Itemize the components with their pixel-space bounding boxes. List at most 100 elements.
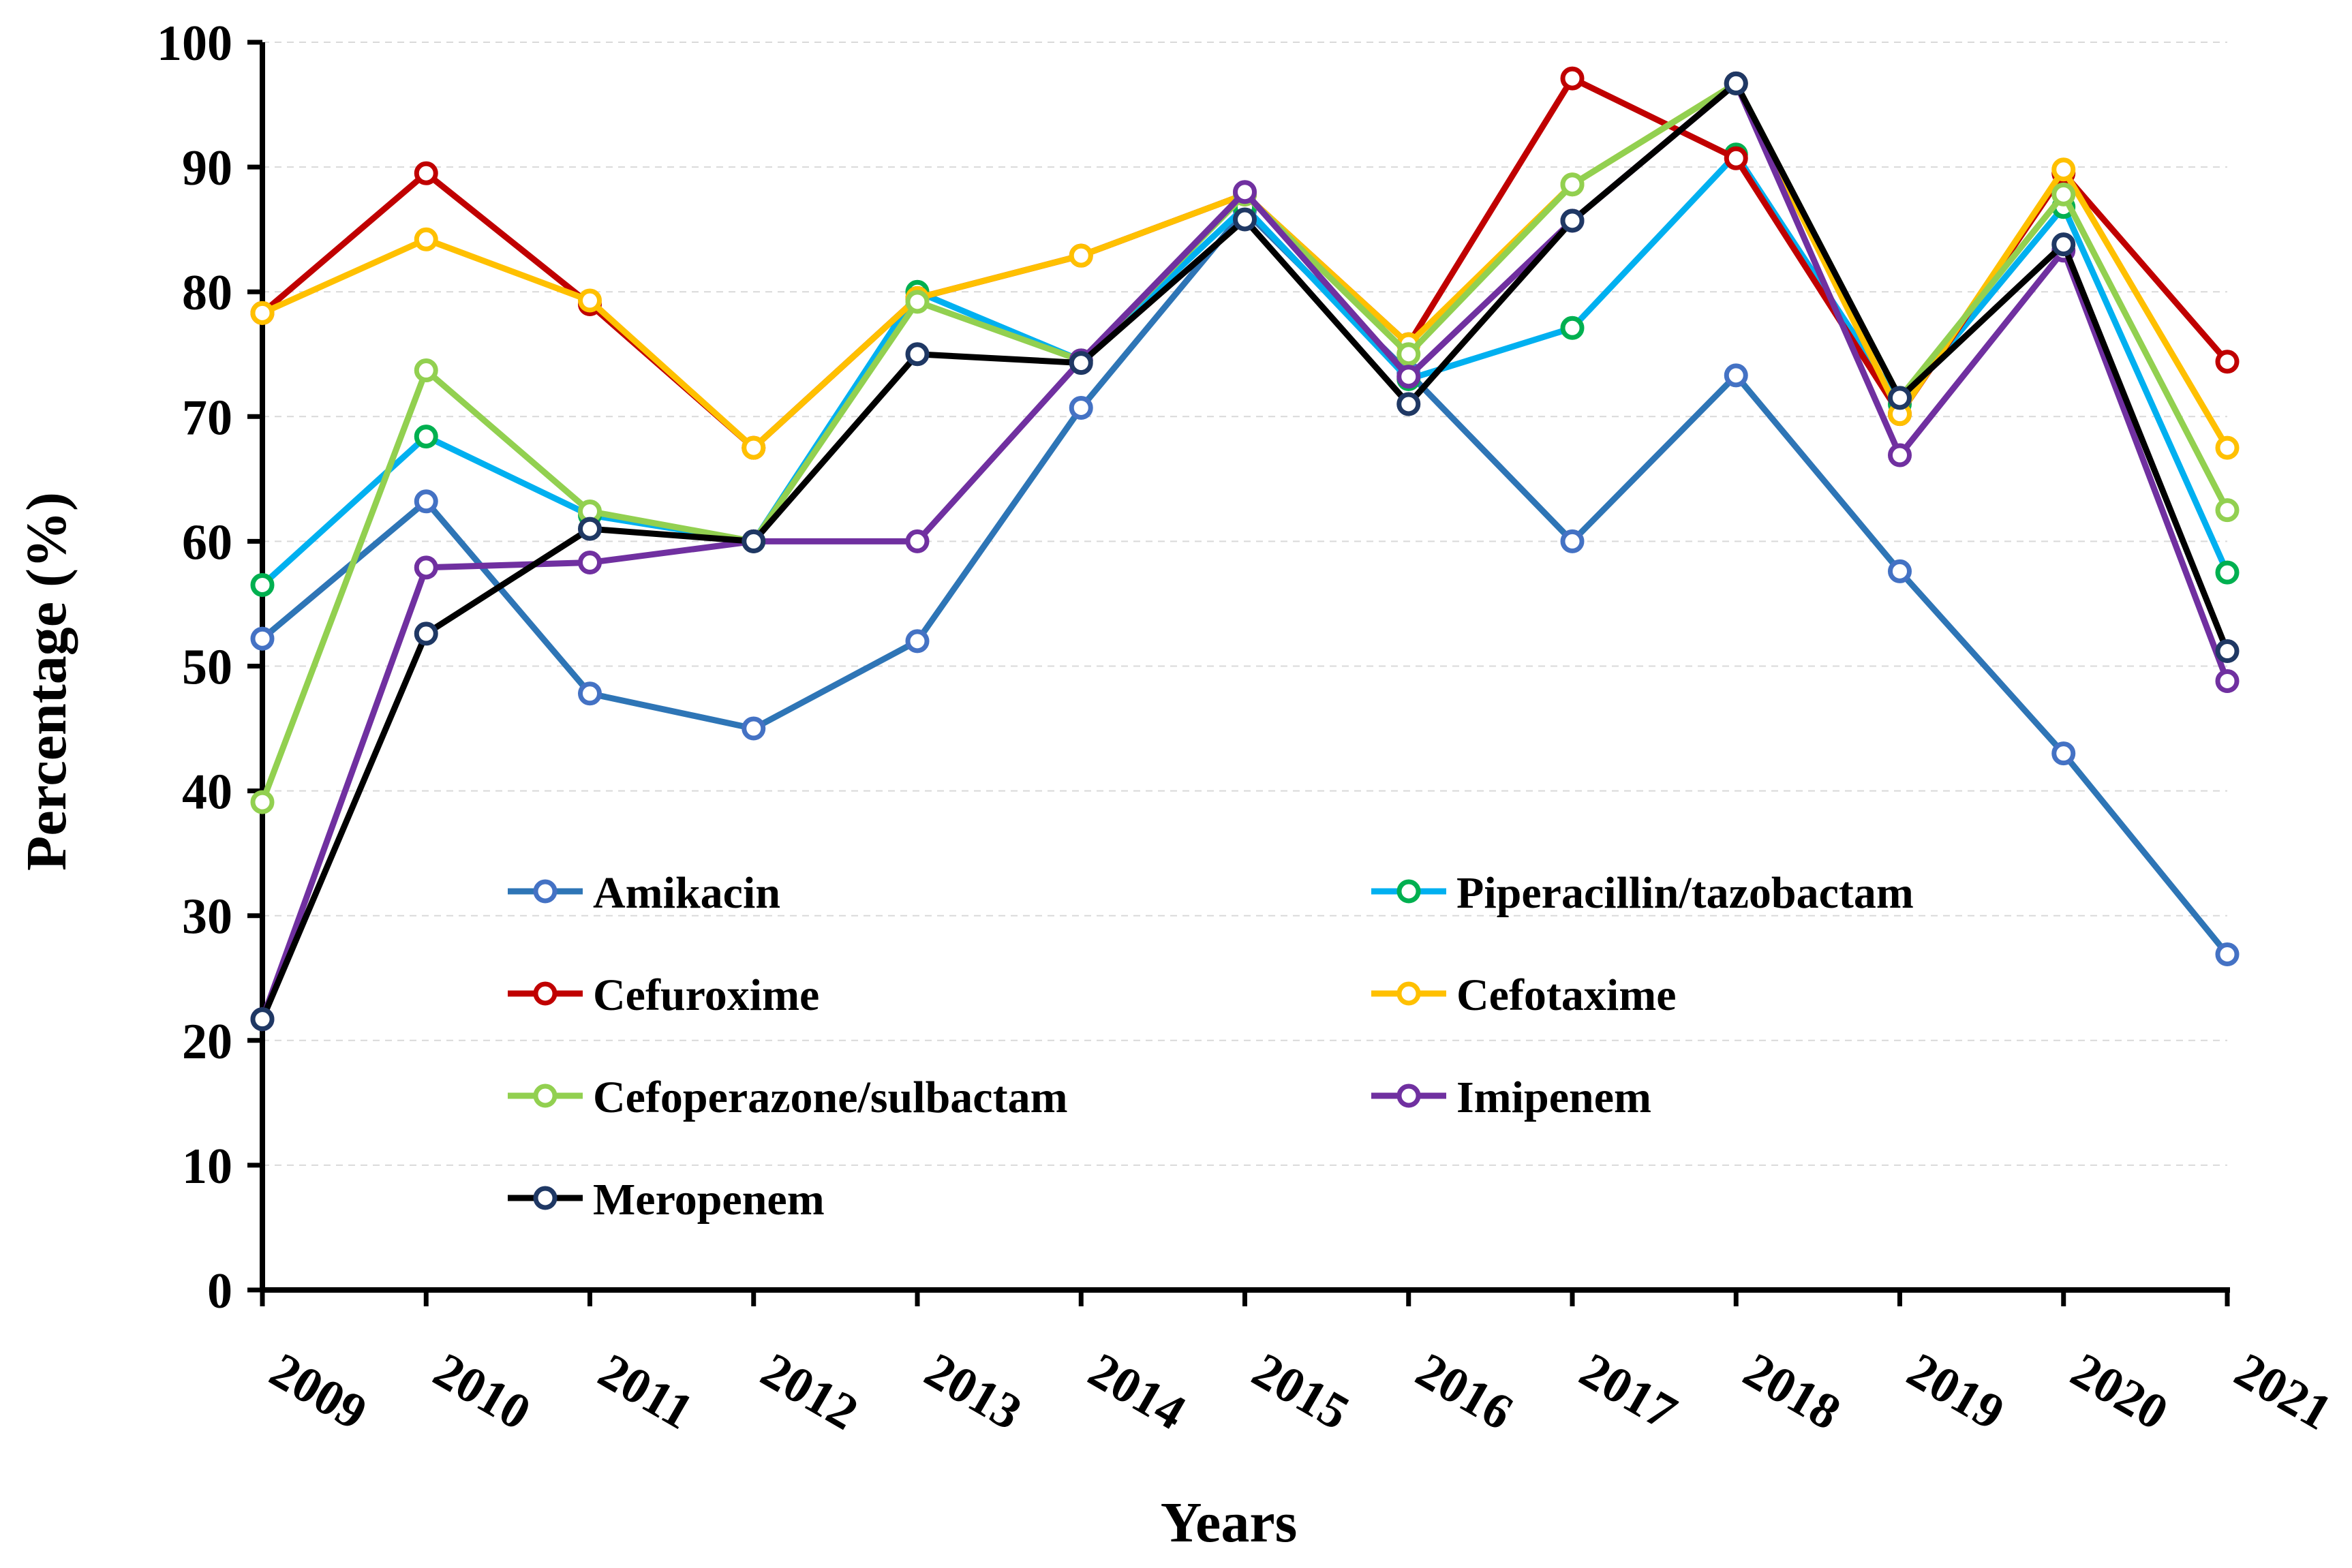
legend-label-amikacin: Amikacin: [593, 868, 780, 918]
data-point-cefuroxime: [2215, 350, 2240, 374]
y-tick-label: 80: [182, 265, 232, 321]
data-point-cefuroxime: [1560, 66, 1585, 91]
data-point-meropenem: [2051, 232, 2076, 257]
data-point-amikacin: [414, 489, 438, 514]
data-point-cefoperazone-sulbactam: [2215, 498, 2240, 523]
data-point-amikacin: [742, 716, 766, 741]
x-tick-labels: 2009 2010 2011 2012 2013 2014 2015 2016 2017 2018…: [260, 1342, 2340, 1441]
data-point-cefotaxime: [250, 301, 275, 325]
legend-label-cefotaxime: Cefotaxime: [1456, 970, 1677, 1020]
legend-label-meropenem: Meropenem: [593, 1175, 825, 1225]
data-point-imipenem: [1233, 180, 1257, 204]
legend-swatch-marker-cefoperazone-sulbactam: [533, 1083, 558, 1108]
data-point-cefotaxime: [578, 288, 602, 313]
y-tick-label: 20: [182, 1014, 232, 1070]
series-line-cefuroxime: [259, 75, 2231, 451]
data-point-piperacillin-tazobactam: [2215, 560, 2240, 585]
data-point-amikacin: [1069, 395, 1093, 420]
data-point-amikacin: [250, 626, 275, 651]
data-point-meropenem: [1888, 386, 1912, 410]
legend-swatch-marker-meropenem: [533, 1186, 558, 1210]
legend-label-cefuroxime: Cefuroxime: [593, 970, 819, 1020]
series-line-cefotaxime: [259, 80, 2231, 451]
legend: Amikacin Piperacillin/tazobactam Cefuroxim…: [508, 868, 1914, 1225]
x-tick-label: 2017: [1570, 1342, 1685, 1441]
data-point-meropenem: [1396, 392, 1421, 416]
legend-swatch-marker-piperacillin-tazobactam: [1396, 879, 1421, 904]
data-point-meropenem: [1069, 351, 1093, 375]
data-point-cefoperazone-sulbactam: [1396, 342, 1421, 367]
data-point-meropenem: [578, 517, 602, 541]
y-tick-labels: 0 10 20 30 40 50 60 70 80 90 100: [157, 16, 232, 1319]
data-point-meropenem: [414, 621, 438, 646]
x-tick-label: 2019: [1898, 1342, 2013, 1441]
y-axis-title: Percentage (%): [15, 492, 78, 871]
y-tick-label: 100: [157, 16, 232, 72]
data-point-cefoperazone-sulbactam: [250, 790, 275, 814]
x-tick-label: 2018: [1735, 1342, 1850, 1441]
data-point-cefoperazone-sulbactam: [414, 358, 438, 383]
data-point-cefuroxime: [1724, 146, 1748, 170]
legend-swatch-marker-imipenem: [1396, 1083, 1421, 1108]
data-point-piperacillin-tazobactam: [1560, 316, 1585, 340]
x-tick-label: 2009: [260, 1342, 376, 1441]
y-tick-label: 10: [182, 1139, 232, 1195]
data-point-cefotaxime: [2051, 157, 2076, 182]
data-point-cefoperazone-sulbactam: [2051, 182, 2076, 206]
y-tick-label: 90: [182, 140, 232, 196]
data-point-cefotaxime: [1069, 243, 1093, 268]
data-point-imipenem: [905, 529, 930, 553]
data-point-imipenem: [1888, 443, 1912, 467]
legend-label-piperacillin-tazobactam: Piperacillin/tazobactam: [1456, 868, 1914, 918]
data-point-imipenem: [1396, 365, 1421, 389]
legend-swatch-marker-amikacin: [533, 879, 558, 904]
data-point-imipenem: [578, 551, 602, 575]
x-axis-title: Years: [1161, 1491, 1298, 1554]
data-point-meropenem: [1724, 71, 1748, 95]
x-tick-label: 2020: [2062, 1342, 2177, 1441]
legend-label-imipenem: Imipenem: [1456, 1073, 1651, 1122]
axes: [247, 40, 2230, 1306]
data-point-meropenem: [742, 529, 766, 553]
data-point-meropenem: [1233, 207, 1257, 232]
data-point-meropenem: [1560, 209, 1585, 233]
data-point-meropenem: [2215, 639, 2240, 664]
data-point-amikacin: [905, 629, 930, 654]
legend-label-cefoperazone-sulbactam: Cefoperazone/sulbactam: [593, 1073, 1068, 1122]
data-point-imipenem: [2215, 668, 2240, 693]
legend-swatch-marker-cefuroxime: [533, 981, 558, 1006]
data-point-meropenem: [905, 342, 930, 367]
x-tick-label: 2013: [915, 1342, 1030, 1441]
data-point-cefotaxime: [742, 435, 766, 460]
x-tick-label: 2016: [1407, 1342, 1522, 1441]
data-point-amikacin: [2051, 741, 2076, 766]
y-tick-label: 60: [182, 514, 232, 570]
data-point-imipenem: [414, 555, 438, 580]
x-tick-label: 2010: [425, 1342, 540, 1441]
data-point-cefoperazone-sulbactam: [905, 290, 930, 314]
data-point-piperacillin-tazobactam: [250, 572, 275, 597]
legend-swatch-marker-cefotaxime: [1396, 981, 1421, 1006]
y-tick-label: 70: [182, 390, 232, 446]
data-point-cefoperazone-sulbactam: [1560, 172, 1585, 197]
data-point-cefotaxime: [414, 227, 438, 251]
data-point-piperacillin-tazobactam: [414, 425, 438, 449]
data-point-amikacin: [1560, 529, 1585, 553]
y-tick-label: 30: [182, 889, 232, 945]
data-point-amikacin: [1724, 363, 1748, 388]
y-tick-label: 0: [207, 1263, 232, 1319]
series-line-amikacin: [259, 207, 2231, 957]
y-tick-label: 40: [182, 765, 232, 820]
data-point-amikacin: [2215, 942, 2240, 966]
data-point-meropenem: [250, 1007, 275, 1032]
series-group: [250, 66, 2240, 1032]
data-point-amikacin: [1888, 559, 1912, 583]
y-tick-label: 50: [182, 640, 232, 696]
x-tick-label: 2014: [1080, 1342, 1195, 1441]
x-tick-label: 2011: [590, 1343, 703, 1441]
x-tick-label: 2021: [2225, 1342, 2340, 1441]
data-point-cefotaxime: [2215, 435, 2240, 460]
x-tick-label: 2012: [752, 1342, 867, 1441]
x-tick-label: 2015: [1243, 1342, 1358, 1441]
